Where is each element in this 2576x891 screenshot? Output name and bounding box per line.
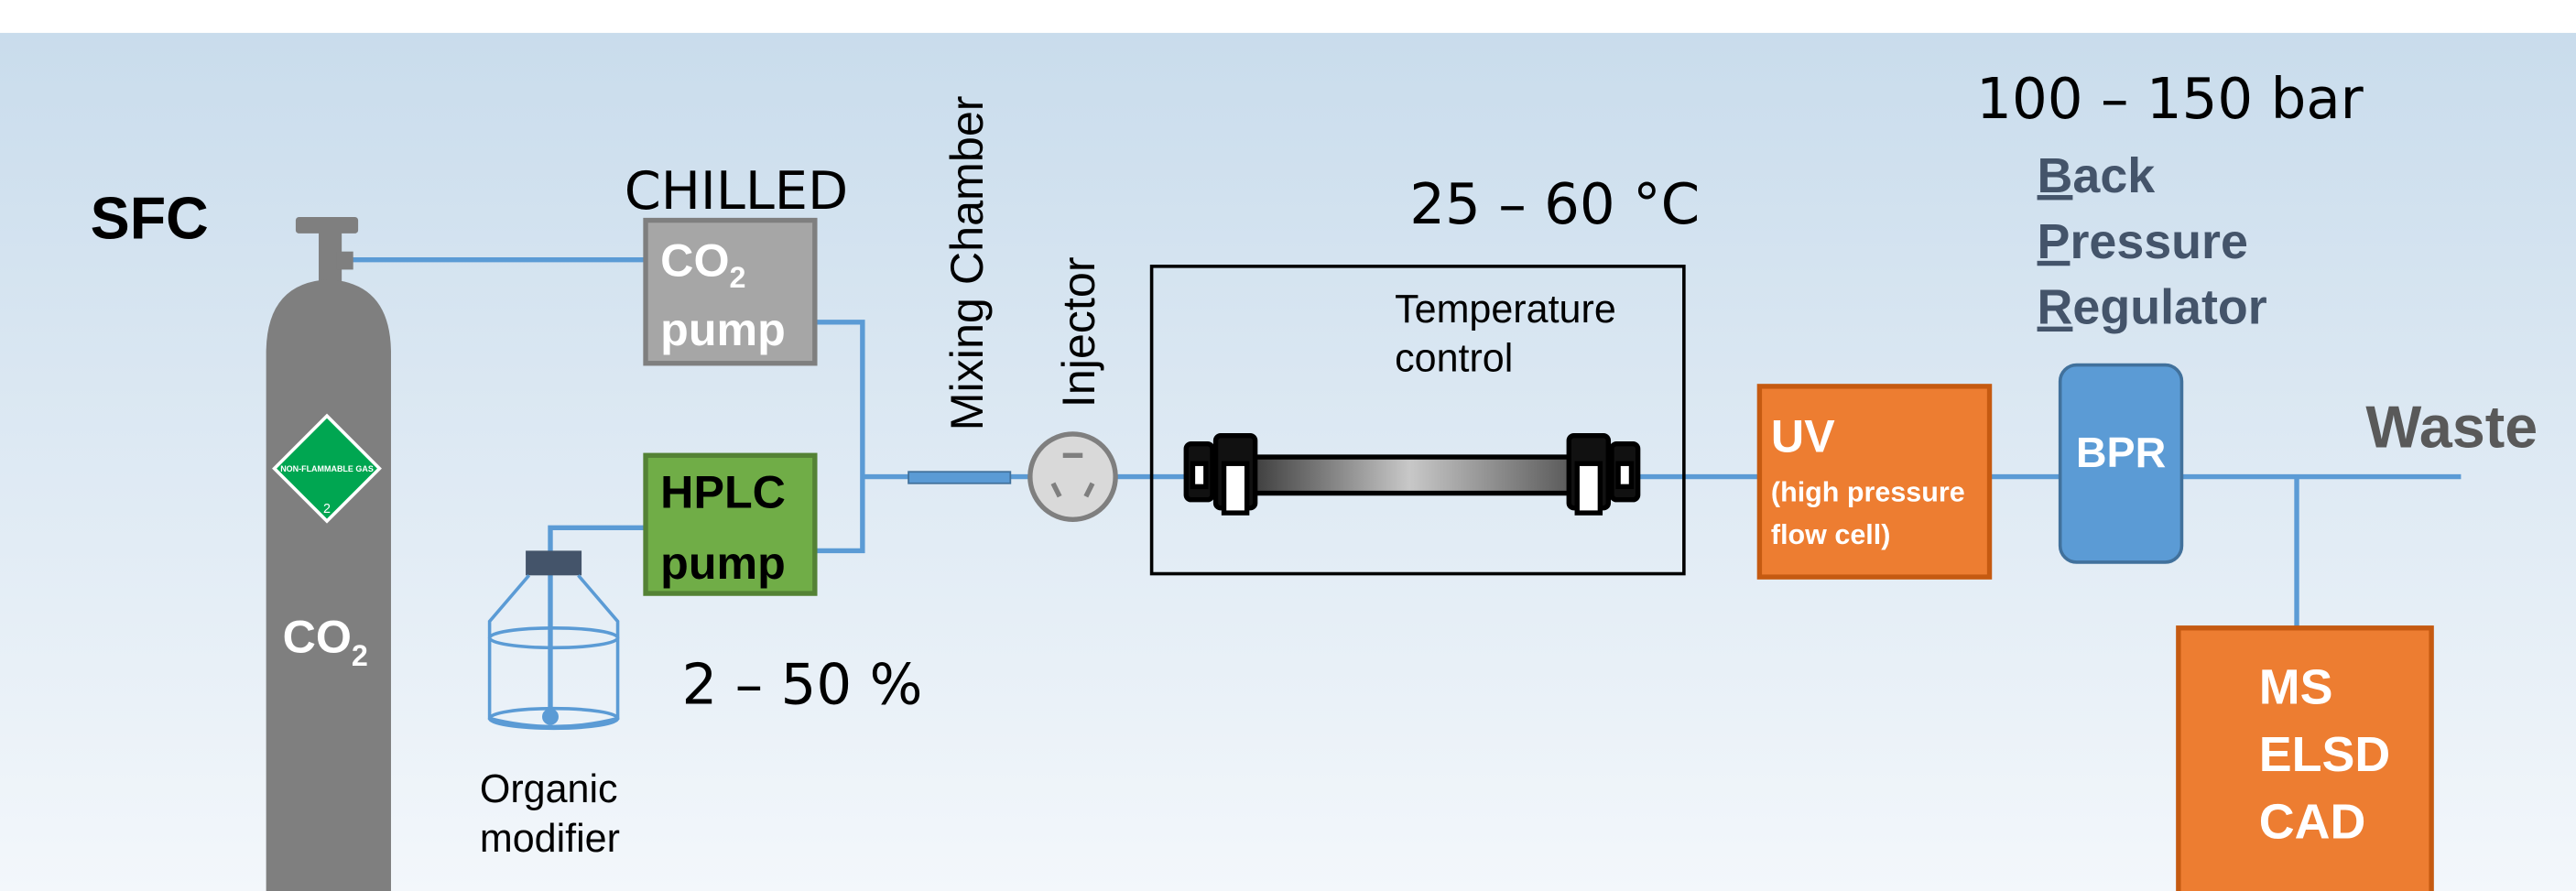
hazard-class: 2 [323,502,331,516]
co2-pump-label-sub: 2 [730,261,746,294]
detector-label: CAD [2259,795,2366,850]
chilled-note: CHILLED [625,160,849,222]
detector-label: ELSD [2259,727,2391,782]
co2-pump-label-main: CO [660,235,729,287]
waste-label: Waste [2365,394,2538,460]
bpr-pressure: 100 – 150 bar [1976,67,2364,132]
detector-labels: MS ELSD CAD [2259,659,2391,849]
oven-temperature: 25 – 60 °C [1409,172,1700,237]
uv-detail-2: flow cell) [1771,519,1890,550]
bpr-name-initial: B [2038,148,2073,203]
pipes [348,256,2462,715]
bpr-name-rest: ack [2072,148,2155,203]
modifier-label-2: modifier [480,817,620,861]
mixing-chamber-label: Mixing Chamber [941,95,993,430]
column [1183,433,1641,516]
bpr-name-line: Regulator [2038,280,2267,335]
bpr-name-rest: ressure [2070,214,2247,269]
hplc-pump [643,452,818,596]
co2-pump [643,217,818,366]
modifier-label-1: Organic [480,767,618,811]
co2-pump-label: CO2 [660,235,745,295]
hazard-text: NON-FLAMMABLE GAS [280,464,374,473]
oven-label-1: Temperature [1395,288,1616,331]
bpr-name-initial: P [2038,214,2071,269]
title: SFC [91,185,209,251]
bpr-name-line: Pressure [2038,214,2248,269]
uv-detail-1: (high pressure [1771,477,1965,508]
cylinder-label-main: CO [283,612,352,663]
mixing-chamber [908,471,1012,484]
hplc-pump-label-2: pump [660,538,786,589]
bpr-name-line: Back [2038,148,2156,203]
modifier-bottle [487,550,620,731]
bpr [2058,363,2184,564]
cylinder-label: CO2 [283,612,368,672]
detectors [2176,625,2434,891]
co2-cylinder: NON-FLAMMABLE GAS 2 CO2 [266,216,391,891]
uv-detector [1756,384,1993,580]
uv-label: UV [1771,411,1835,462]
injector [1027,431,1118,522]
hplc-pump-label: HPLC [660,467,786,518]
oven-box [1149,265,1686,576]
modifier-percent: 2 – 50 % [682,652,923,717]
cylinder-label-sub: 2 [352,639,368,672]
oven-label-2: control [1395,337,1513,381]
injector-label: Injector [1053,256,1104,407]
bpr-label: BPR [2076,429,2166,476]
detector-label: MS [2259,659,2333,714]
bpr-name-rest: egulator [2072,280,2266,335]
bpr-name-initial: R [2038,280,2073,335]
co2-pump-label-2: pump [660,304,786,355]
